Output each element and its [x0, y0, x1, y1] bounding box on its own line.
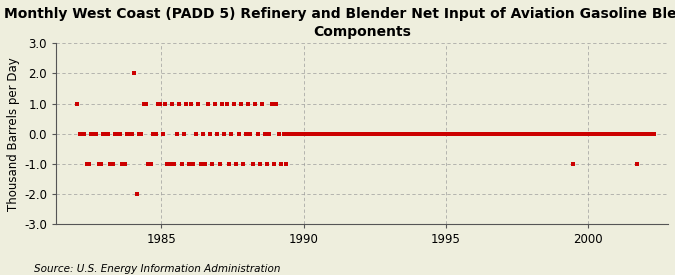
Text: Source: U.S. Energy Information Administration: Source: U.S. Energy Information Administ…	[34, 264, 280, 274]
Y-axis label: Thousand Barrels per Day: Thousand Barrels per Day	[7, 57, 20, 211]
Title: Monthly West Coast (PADD 5) Refinery and Blender Net Input of Aviation Gasoline : Monthly West Coast (PADD 5) Refinery and…	[4, 7, 675, 39]
